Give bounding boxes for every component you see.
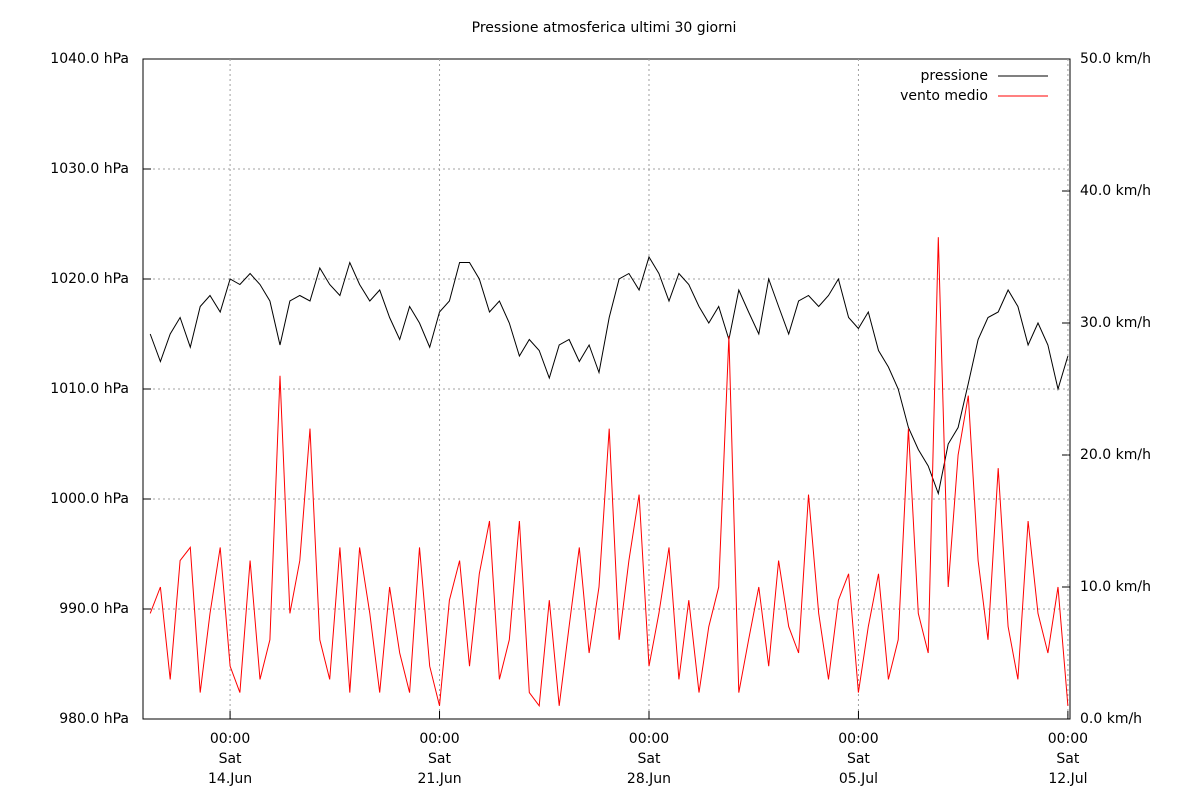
y-tick-label: 1010.0 hPa	[50, 381, 129, 397]
x-tick-day: Sat	[1056, 751, 1079, 767]
data-line	[149, 255, 1069, 496]
x-tick-time: 00:00	[838, 731, 878, 747]
x-tick-time: 00:00	[210, 731, 250, 747]
x-tick-day: Sat	[428, 751, 451, 767]
x-tick-time: 00:00	[419, 731, 459, 747]
chart-title: Pressione atmosferica ultimi 30 giorni	[472, 20, 737, 36]
x-tick-date: 28.Jun	[627, 771, 671, 787]
y-tick-label: 990.0 hPa	[59, 601, 129, 617]
y-tick-label: 1020.0 hPa	[50, 271, 129, 287]
x-tick-date: 12.Jul	[1048, 771, 1087, 787]
plot-frame	[142, 58, 1071, 720]
y2-tick-label: 50.0 km/h	[1080, 51, 1151, 67]
y-tick-label: 980.0 hPa	[59, 711, 129, 727]
x-tick-date: 05.Jul	[839, 771, 878, 787]
x-tick-day: Sat	[638, 751, 661, 767]
y2-tick-label: 0.0 km/h	[1080, 711, 1142, 727]
legend-label: pressione	[921, 68, 988, 84]
x-tick-date: 21.Jun	[417, 771, 461, 787]
y2-tick-label: 20.0 km/h	[1080, 447, 1151, 463]
y2-tick-label: 10.0 km/h	[1080, 579, 1151, 595]
y2-tick-label: 30.0 km/h	[1080, 315, 1151, 331]
legend-label: vento medio	[900, 88, 988, 104]
x-tick-date: 14.Jun	[208, 771, 252, 787]
x-tick-time: 00:00	[629, 731, 669, 747]
y-tick-label: 1030.0 hPa	[50, 161, 129, 177]
y-tick-label: 1040.0 hPa	[50, 51, 129, 67]
x-tick-time: 00:00	[1048, 731, 1088, 747]
x-tick-day: Sat	[847, 751, 870, 767]
data-line	[149, 237, 1069, 708]
y2-tick-label: 40.0 km/h	[1080, 183, 1151, 199]
y-tick-label: 1000.0 hPa	[50, 491, 129, 507]
x-tick-day: Sat	[219, 751, 242, 767]
